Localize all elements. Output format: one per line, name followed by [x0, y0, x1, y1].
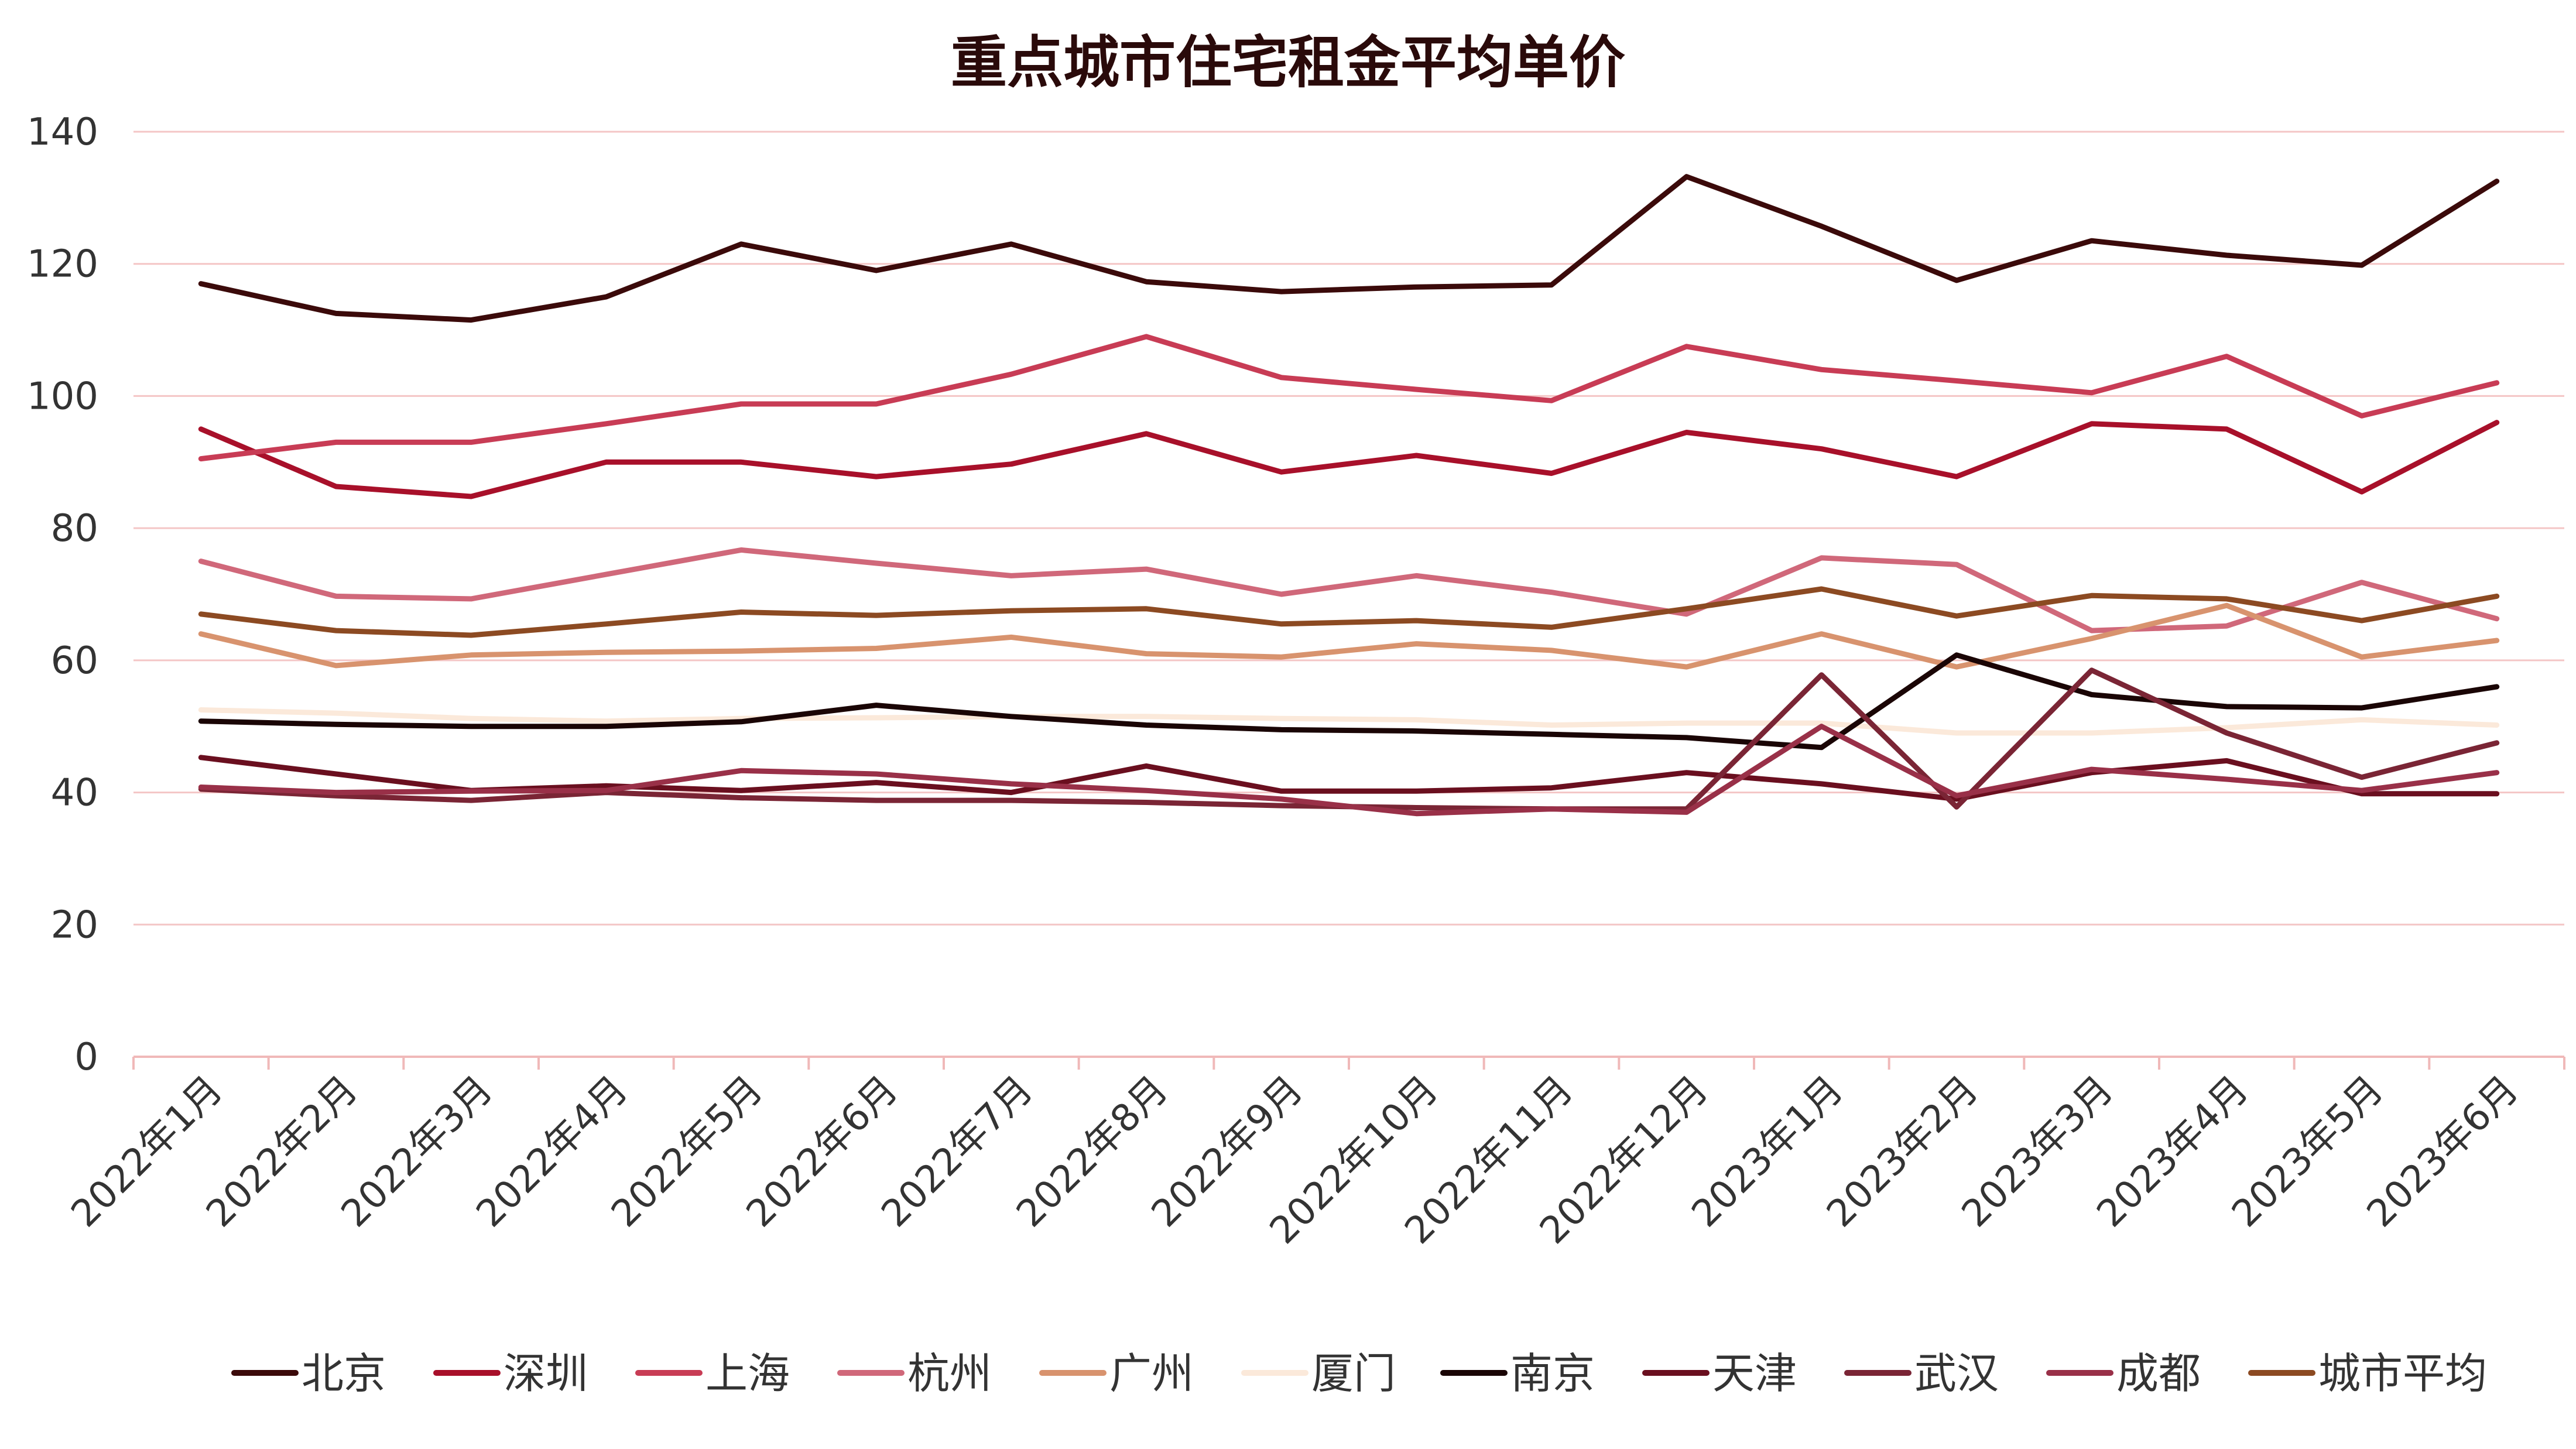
- series-line-6: [198, 652, 2500, 751]
- legend-label: 北京: [302, 1349, 386, 1398]
- legend-item: 上海: [635, 1349, 790, 1398]
- series-layer: [198, 174, 2500, 817]
- legend-label: 武汉: [1914, 1349, 1999, 1398]
- legend-item: 深圳: [433, 1349, 588, 1398]
- series-line-1: [198, 420, 2500, 499]
- legend-label: 成都: [2116, 1349, 2201, 1398]
- legend-item: 厦门: [1241, 1349, 1396, 1398]
- y-tick-label: 120: [27, 243, 98, 286]
- legend-item: 南京: [1440, 1349, 1595, 1398]
- series-line-5: [198, 707, 2500, 736]
- legend-item: 天津: [1642, 1349, 1797, 1398]
- legend-label: 南京: [1510, 1349, 1595, 1398]
- legend-item: 城市平均: [2248, 1349, 2487, 1398]
- x-axis: 2022年1月2022年2月2022年3月2022年4月2022年5月2022年…: [63, 1056, 2565, 1253]
- y-tick-label: 140: [27, 111, 98, 154]
- legend-item: 成都: [2046, 1349, 2201, 1398]
- legend-label: 天津: [1712, 1349, 1797, 1398]
- legend-item: 广州: [1039, 1349, 1194, 1398]
- y-tick-label: 40: [51, 772, 98, 815]
- y-tick-label: 0: [74, 1036, 98, 1079]
- legend-label: 深圳: [503, 1349, 588, 1398]
- legend-item: 北京: [231, 1349, 386, 1398]
- y-tick-label: 80: [51, 507, 98, 550]
- legend-label: 杭州: [907, 1349, 992, 1398]
- legend-label: 厦门: [1311, 1349, 1396, 1398]
- legend-item: 杭州: [837, 1349, 992, 1398]
- series-line-9: [198, 724, 2500, 817]
- series-line-10: [198, 586, 2500, 638]
- legend-label: 上海: [705, 1349, 790, 1398]
- legend-label: 城市平均: [2318, 1349, 2487, 1398]
- series-line-2: [198, 334, 2500, 462]
- legend-item: 武汉: [1844, 1349, 1999, 1398]
- series-line-0: [198, 174, 2500, 323]
- legend: 北京 深圳 上海 杭州 广州 厦门 南京 天津 武汉 成都 城市平均: [231, 1349, 2487, 1398]
- series-line-4: [198, 602, 2500, 670]
- chart-title: 重点城市住宅租金平均单价: [951, 30, 1625, 95]
- y-tick-label: 60: [51, 639, 98, 683]
- legend-label: 广州: [1109, 1349, 1194, 1398]
- y-tick-label: 20: [51, 903, 98, 947]
- series-line-3: [198, 547, 2500, 633]
- y-tick-label: 100: [27, 375, 98, 418]
- y-axis: 0 20 40 60 80 100 120 140: [27, 111, 98, 1079]
